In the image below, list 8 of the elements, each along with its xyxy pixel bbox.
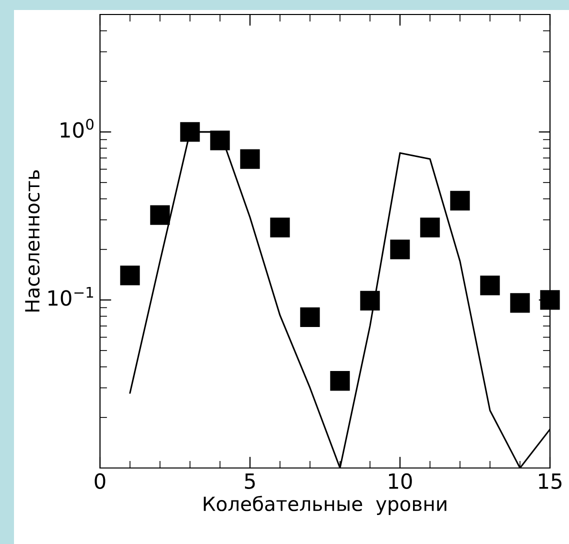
y-axis-title: Населенность	[25, 170, 40, 312]
y-tick-label: 10$^{−1}$	[48, 286, 94, 306]
x-tick-label: 0	[94, 473, 106, 489]
y-tick-label: 10$^{0}$	[60, 118, 94, 138]
x-tick-label: 15	[539, 474, 562, 489]
x-tick-label: 10	[389, 473, 412, 489]
x-axis-title: Колебательные уровни	[204, 496, 446, 515]
x-tick-label: 5	[244, 474, 255, 489]
